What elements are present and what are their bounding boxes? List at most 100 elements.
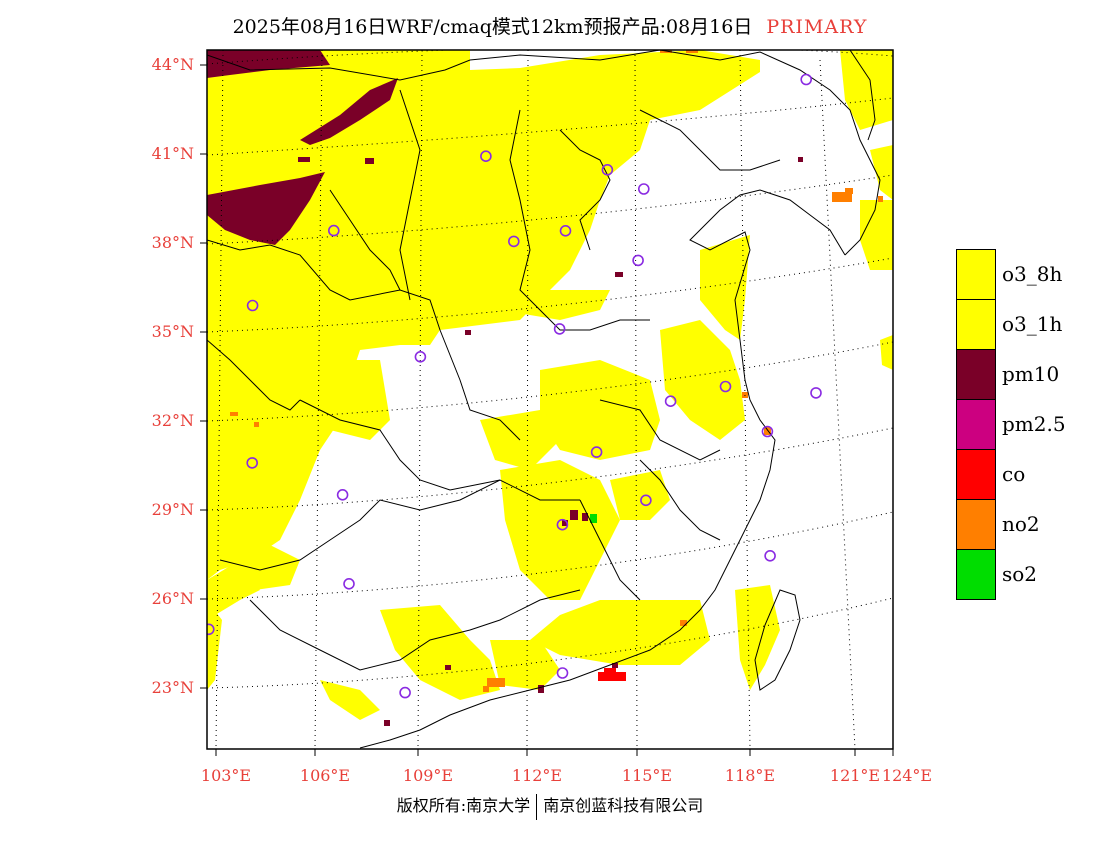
parallel-23 (207, 597, 893, 689)
station-marker (640, 494, 652, 507)
title-main: 2025年08月16日WRF/cmaq模式12km预报产品:08月16日 (232, 16, 753, 38)
station-marker (590, 446, 603, 458)
lon-label-103: 103°E (200, 766, 252, 785)
station-marker (664, 395, 677, 408)
lat-label-29: 29°N (151, 500, 194, 519)
pm10-north (207, 50, 330, 78)
legend-swatch (956, 549, 996, 600)
legend-label: so2 (1002, 562, 1038, 586)
province-line-10 (639, 459, 721, 541)
lat-label-32: 32°N (151, 411, 194, 430)
legend-label: pm2.5 (1002, 412, 1066, 436)
station-marker (207, 623, 215, 636)
o3-shandong (700, 235, 750, 340)
legend-swatch (956, 249, 996, 300)
province-line-14 (329, 189, 401, 291)
lon-label-121: 121°E (829, 766, 881, 785)
station-marker (556, 667, 569, 679)
pm10-west (207, 172, 325, 245)
axis-ticks (200, 64, 894, 756)
co-region (598, 668, 626, 681)
station-marker (556, 518, 569, 531)
province-line-2 (399, 89, 421, 301)
station-marker (764, 549, 776, 562)
station-marker (246, 457, 258, 469)
station-marker (399, 686, 411, 699)
o3-guangdong (530, 600, 710, 665)
taiwan-outline (754, 589, 801, 691)
province-line-9 (579, 499, 641, 601)
footer-left: 版权所有:南京大学 (396, 796, 531, 815)
lat-label-26: 26°N (151, 589, 194, 608)
legend-swatch (956, 499, 996, 550)
map-title: 2025年08月16日WRF/cmaq模式12km预报产品:08月16日 PRIM… (0, 12, 1100, 39)
province-line-11 (599, 399, 721, 461)
legend-swatch (956, 449, 996, 500)
o3-east-coast (860, 200, 893, 270)
o3-yunnan (207, 600, 222, 690)
o3-northeast-strip (840, 50, 893, 130)
province-line-5 (299, 399, 501, 491)
legend-swatch (956, 399, 996, 450)
o3-pearl (490, 640, 560, 690)
legend-label: pm10 (1002, 362, 1060, 386)
province-line-6 (207, 339, 301, 411)
station-marker (327, 224, 340, 237)
province-line-12 (559, 129, 611, 251)
pm10-region (207, 50, 803, 726)
lat-label-38: 38°N (151, 233, 194, 252)
station-marker (343, 577, 355, 590)
legend-swatch (956, 349, 996, 400)
o3-east-region (870, 145, 893, 200)
province-line-7 (219, 479, 580, 571)
o3-central (540, 360, 660, 460)
footer-separator (536, 793, 538, 820)
legend-label: o3_8h (1002, 262, 1063, 286)
o3-west (320, 360, 390, 440)
copyright-footer: 版权所有:南京大学 南京创蓝科技有限公司 (0, 792, 1100, 820)
station-marker (507, 235, 520, 248)
station-marker (800, 73, 813, 86)
station-marker (553, 323, 566, 335)
lat-label-44: 44°N (151, 55, 194, 74)
o3-guangxi (380, 605, 500, 700)
o3-shanghai (880, 335, 893, 370)
o3-sichuan-east (235, 545, 300, 590)
lon-label-109: 109°E (402, 766, 454, 785)
footer-right: 南京创蓝科技有限公司 (543, 796, 704, 815)
lon-label-118: 118°E (724, 766, 776, 785)
province-line-1 (207, 239, 441, 331)
lat-label-35: 35°N (151, 322, 194, 341)
title-tag: PRIMARY (766, 16, 868, 38)
station-markers (207, 73, 822, 699)
station-marker (632, 254, 644, 267)
lon-label-115: 115°E (621, 766, 673, 785)
o3-region (207, 50, 893, 720)
lat-label-41: 41°N (151, 144, 194, 163)
station-marker (601, 164, 614, 176)
lon-label-112: 112°E (511, 766, 563, 785)
station-marker (336, 488, 349, 501)
lon-label-106: 106°E (299, 766, 351, 785)
station-marker (719, 380, 732, 393)
boundary-lines (207, 50, 881, 749)
o3-north-china (480, 290, 610, 320)
map-frame (206, 49, 894, 750)
so2-region (590, 514, 597, 523)
peninsula-outline (849, 50, 876, 141)
legend-label: no2 (1002, 512, 1040, 536)
coastline (359, 189, 846, 749)
station-marker (559, 225, 572, 237)
station-marker (637, 183, 650, 195)
o3-fujian (735, 585, 780, 690)
province-line-8 (249, 589, 581, 671)
legend-label: o3_1h (1002, 312, 1063, 336)
pm10-ridge (300, 78, 398, 145)
province-line-4 (439, 329, 521, 441)
o3-north-region (207, 50, 760, 580)
province-line-3 (509, 109, 650, 331)
lat-label-23: 23°N (151, 678, 194, 697)
o3-southcoast (320, 680, 380, 720)
o3-jiangxi (610, 470, 670, 520)
